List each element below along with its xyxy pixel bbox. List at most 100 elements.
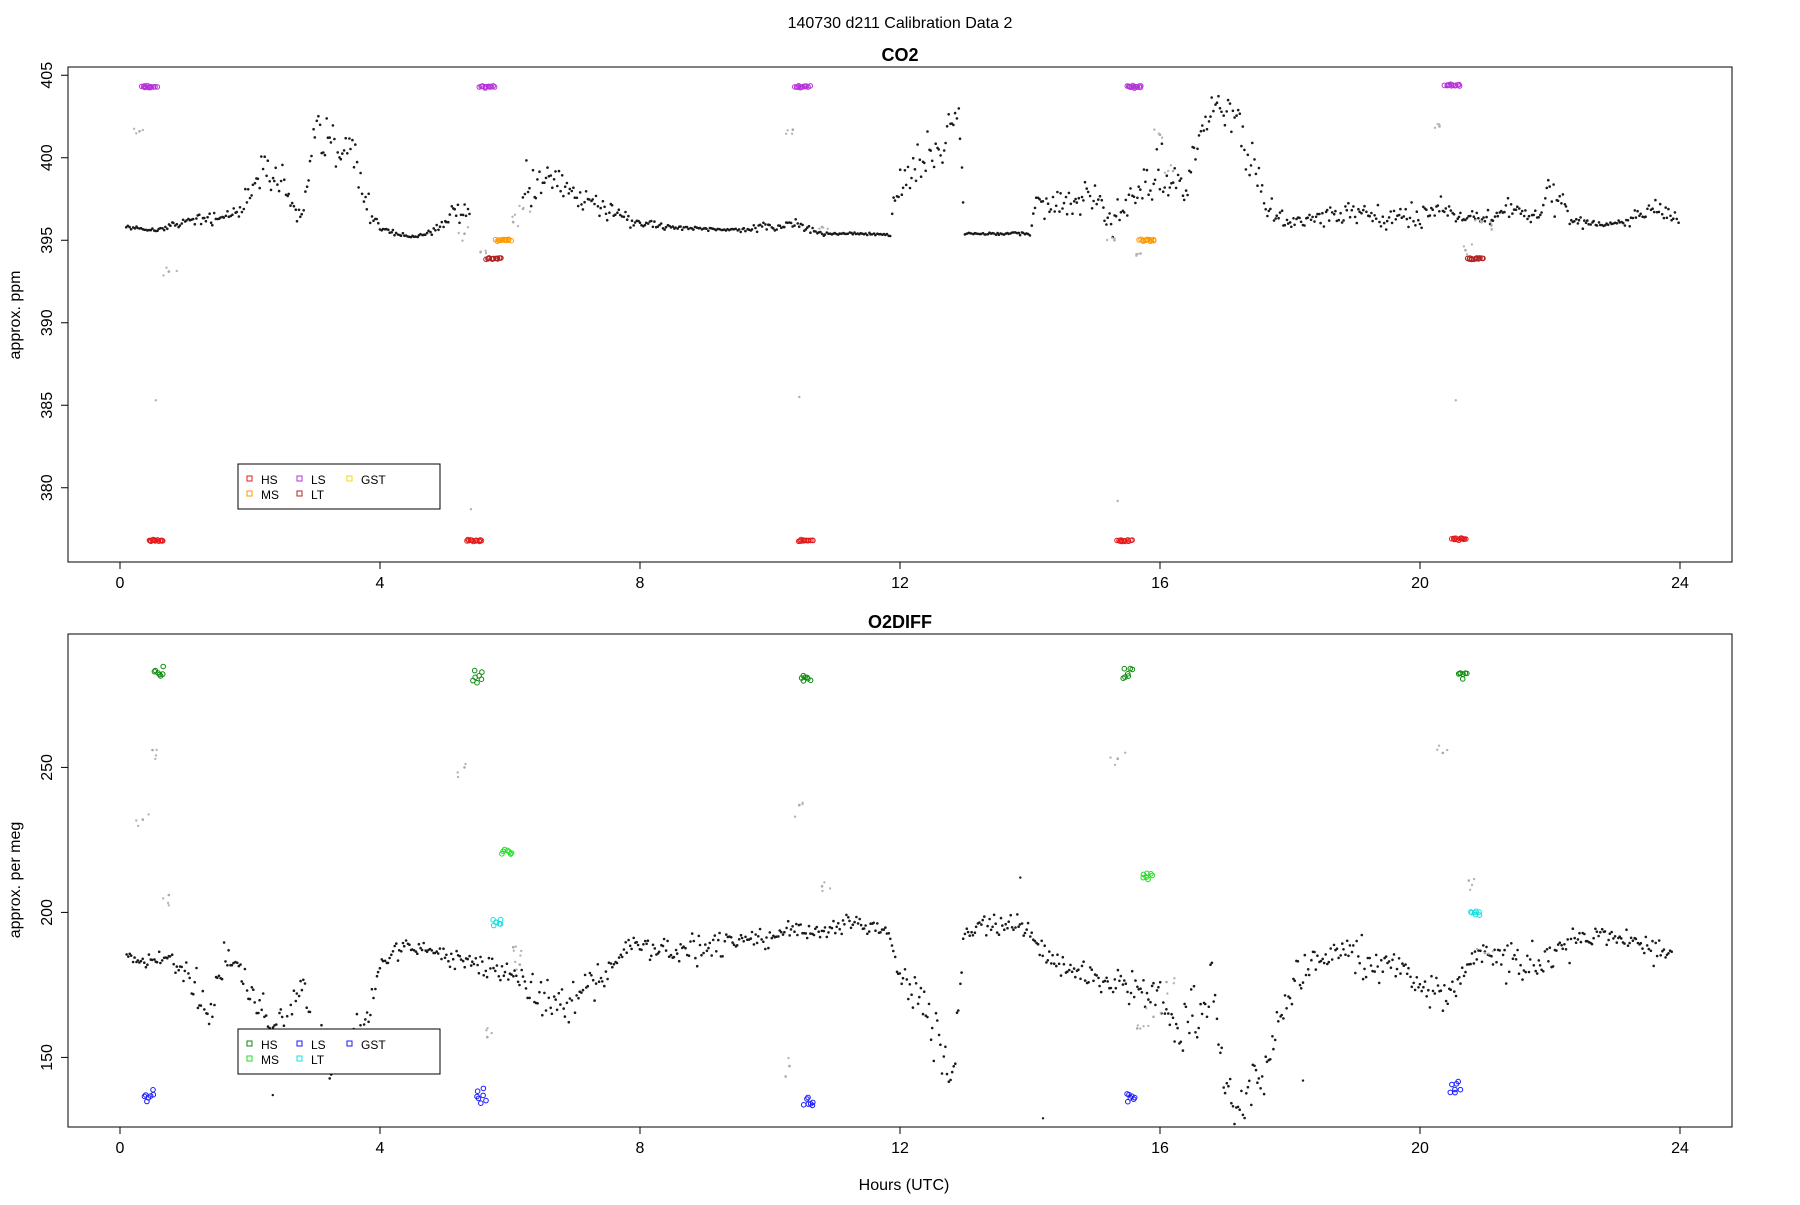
o2diff-ambient-point	[1082, 960, 1085, 963]
co2-ambient-point	[658, 223, 661, 227]
o2diff-ambient-point	[510, 973, 513, 976]
o2diff-ambient-point	[300, 988, 304, 992]
co2-ambient-point	[1077, 196, 1081, 200]
co2-ambient-point	[1344, 205, 1347, 208]
co2-ambient-point	[1147, 193, 1150, 196]
o2diff-ambient-point	[557, 991, 561, 995]
o2diff-ambient-point	[980, 923, 983, 926]
co2-ambient-point	[1589, 223, 1592, 226]
o2diff-ambient-point	[952, 1065, 955, 1068]
co2-ambient-point	[1362, 208, 1365, 212]
co2-ambient-point	[680, 228, 684, 232]
o2diff-transition-point	[512, 949, 515, 952]
co2-ambient-point	[994, 233, 998, 236]
o2diff-ambient-point	[182, 979, 185, 983]
co2-ambient-point	[315, 119, 319, 123]
o2diff-ambient-point	[697, 934, 701, 938]
co2-y-tick-label: 385	[39, 392, 56, 419]
co2-ambient-point	[279, 179, 283, 183]
o2diff-ambient-point	[611, 965, 614, 969]
co2-ambient-point	[1048, 210, 1051, 214]
o2diff-transition-point	[798, 803, 801, 807]
co2-ambient-point	[1566, 209, 1569, 213]
co2-ambient-point	[434, 229, 437, 232]
co2-ambient-point	[1654, 198, 1657, 202]
co2-ambient-point	[1269, 207, 1272, 211]
o2diff-ambient-point	[1041, 954, 1044, 958]
o2diff-ambient-point	[1066, 970, 1069, 973]
o2diff-ambient-point	[893, 955, 897, 959]
co2-ambient-point	[1299, 220, 1303, 224]
co2-ambient-point	[919, 175, 923, 178]
o2diff-ambient-point	[422, 941, 426, 945]
o2diff-ambient-point	[944, 1045, 947, 1049]
co2-ambient-point	[258, 186, 262, 190]
co2-ambient-point	[263, 155, 267, 158]
co2-ambient-point	[1337, 218, 1341, 222]
co2-ambient-point	[1509, 203, 1513, 206]
o2diff-ambient-point	[1503, 948, 1506, 952]
o2diff-ambient-point	[459, 958, 463, 961]
o2diff-ambient-point	[516, 980, 520, 984]
co2-lt-point	[498, 255, 504, 261]
o2diff-ms-point	[1149, 872, 1156, 879]
o2diff-ambient-point	[1394, 974, 1397, 978]
o2diff-ambient-point	[1025, 928, 1028, 931]
o2diff-ambient-point	[1470, 952, 1474, 955]
o2diff-outlier-point	[1019, 876, 1022, 879]
o2diff-ambient-point	[1569, 937, 1573, 941]
co2-ambient-point	[892, 196, 895, 199]
co2-ambient-point	[1577, 218, 1581, 222]
co2-ambient-point	[466, 207, 470, 211]
o2diff-ambient-point	[1130, 969, 1134, 973]
co2-y-tick-label: 395	[39, 227, 56, 254]
co2-ambient-point	[344, 136, 348, 140]
co2-ambient-point	[1675, 217, 1679, 221]
o2diff-ambient-point	[710, 954, 713, 957]
co2-ambient-point	[1248, 173, 1251, 177]
o2diff-ambient-point	[812, 933, 816, 937]
o2diff-ambient-point	[628, 944, 632, 948]
co2-ambient-point	[970, 232, 973, 235]
co2-ambient-point	[1657, 210, 1661, 214]
o2diff-ambient-point	[882, 928, 886, 931]
o2diff-ambient-point	[640, 948, 643, 952]
co2-ambient-point	[206, 215, 209, 219]
co2-ambient-point	[1102, 206, 1105, 209]
co2-ambient-point	[916, 143, 919, 146]
o2diff-ambient-point	[1507, 970, 1511, 974]
o2diff-ambient-point	[1192, 984, 1196, 988]
co2-ambient-point	[336, 151, 340, 154]
co2-ambient-point	[1030, 224, 1034, 227]
o2diff-ms-point	[1145, 876, 1151, 883]
co2-ambient-point	[1672, 217, 1675, 220]
o2diff-ambient-point	[414, 950, 418, 953]
o2diff-ambient-point	[1023, 931, 1027, 935]
o2diff-ambient-point	[770, 936, 774, 940]
co2-ls-point	[154, 84, 161, 90]
co2-ambient-point	[1079, 213, 1082, 216]
co2-ambient-point	[1288, 221, 1292, 224]
co2-ambient-point	[1260, 184, 1264, 187]
o2diff-transition-point	[1173, 977, 1176, 980]
o2diff-ms-point	[501, 846, 508, 853]
o2diff-ambient-point	[393, 944, 397, 948]
co2-ambient-point	[1332, 212, 1336, 216]
o2diff-ambient-point	[1098, 984, 1101, 988]
o2diff-ambient-point	[438, 947, 442, 950]
co2-ambient-point	[156, 229, 159, 233]
co2-ambient-point	[937, 148, 940, 151]
o2diff-ambient-point	[1269, 1058, 1272, 1061]
o2diff-ambient-point	[1095, 974, 1098, 977]
o2diff-ambient-point	[711, 938, 715, 942]
o2diff-ambient-point	[779, 930, 783, 934]
co2-ambient-point	[1285, 218, 1289, 222]
co2-ambient-point	[1088, 194, 1092, 198]
co2-ambient-point	[1586, 219, 1589, 222]
o2diff-ambient-point	[257, 1011, 260, 1015]
co2-ambient-point	[1431, 208, 1434, 211]
o2diff-ambient-point	[227, 949, 230, 952]
o2diff-ambient-point	[1431, 989, 1435, 993]
o2diff-ambient-point	[1026, 921, 1030, 925]
o2diff-ambient-point	[1292, 977, 1295, 981]
